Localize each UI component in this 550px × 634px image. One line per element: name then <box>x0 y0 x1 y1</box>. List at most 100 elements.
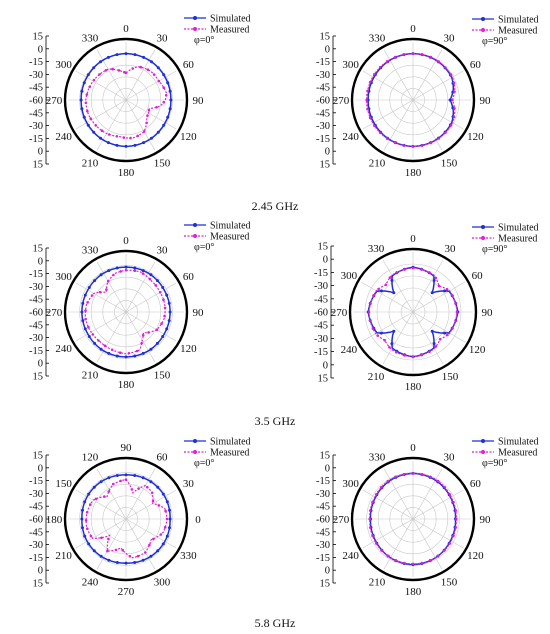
radial-tick-label: 0 <box>325 566 330 577</box>
measured-point <box>369 302 372 305</box>
measured-point <box>91 333 95 336</box>
measured-point <box>385 137 389 140</box>
measured-point <box>89 503 92 506</box>
simulated-point <box>156 130 160 134</box>
radial-tick-label: -45 <box>316 527 330 538</box>
measured-point <box>444 131 447 134</box>
measured-point <box>453 107 456 110</box>
angle-tick-label: 30 <box>444 452 456 464</box>
measured-point <box>393 55 397 59</box>
measured-point <box>86 301 89 304</box>
measured-point <box>368 116 372 120</box>
measured-point <box>85 93 89 96</box>
measured-point <box>105 288 108 291</box>
simulated-point <box>149 347 153 351</box>
grid-spoke <box>75 518 127 549</box>
radial-tick-label: -15 <box>316 134 330 145</box>
grid-spoke <box>412 49 443 101</box>
simulated-point <box>92 549 96 553</box>
angle-tick-label: 330 <box>369 33 386 45</box>
grid-spoke <box>412 468 443 520</box>
measured-point <box>371 534 374 538</box>
outer-ring <box>348 247 478 377</box>
radial-tick-label: 0 <box>325 463 330 474</box>
simulated-point <box>155 341 159 345</box>
simulated-point <box>165 534 169 538</box>
angle-tick-label: 120 <box>469 344 486 356</box>
measured-point <box>446 333 449 337</box>
simulated-point <box>81 526 84 530</box>
simulated-point <box>99 480 103 484</box>
phi-annotation: φ=0° <box>194 242 214 253</box>
simulated-point <box>448 98 452 102</box>
radial-tick-label: 15 <box>320 160 331 171</box>
grid-spoke <box>125 468 156 520</box>
simulated-point <box>149 273 153 277</box>
measured-point <box>437 284 441 288</box>
legend-label: Simulated <box>210 437 251 448</box>
angle-tick-label: 180 <box>405 167 422 179</box>
measured-point <box>454 509 458 512</box>
angle-tick-label: 210 <box>369 157 386 169</box>
measured-point <box>443 486 447 489</box>
measured-point <box>365 98 368 102</box>
radial-tick-label: 0 <box>38 566 43 577</box>
measured-point <box>437 137 441 140</box>
measured-point <box>378 131 382 135</box>
measured-point <box>111 67 114 71</box>
simulated-point <box>167 301 171 305</box>
angle-tick-label: 60 <box>472 270 484 282</box>
simulated-point <box>150 60 153 64</box>
simulated-point <box>99 554 103 558</box>
measured-point <box>411 266 415 270</box>
angle-tick-label: 270 <box>46 307 63 319</box>
phi-annotation: φ=0° <box>194 35 214 46</box>
frequency-label-2-45ghz: 2.45 GHz <box>251 199 299 213</box>
measured-point <box>155 328 159 332</box>
angle-tick-label: 240 <box>341 344 358 356</box>
simulated-point <box>168 517 172 521</box>
grid-spoke <box>75 282 127 313</box>
grid-spoke <box>383 99 414 151</box>
simulated-point <box>115 354 119 358</box>
grid-spoke <box>412 518 443 570</box>
measured-point <box>451 294 454 297</box>
measured-point <box>128 554 132 558</box>
radial-tick-label: -15 <box>314 347 328 358</box>
grid-spoke <box>125 518 156 570</box>
measured-point <box>371 500 374 504</box>
simulated-point <box>133 53 137 57</box>
radial-tick-label: -45 <box>316 83 330 94</box>
measured-point <box>145 121 148 125</box>
measured-point <box>136 554 140 558</box>
legend-marker <box>481 225 485 229</box>
simulated-point <box>79 98 83 102</box>
legend-marker <box>481 439 485 443</box>
simulated-point <box>115 143 119 147</box>
measured-point <box>376 334 380 337</box>
measured-point <box>100 129 104 132</box>
angle-tick-label: 210 <box>82 369 99 381</box>
measured-point <box>119 351 122 355</box>
angle-tick-label: 270 <box>333 514 350 526</box>
simulated-point <box>87 492 91 496</box>
radial-tick-label: -30 <box>29 121 43 132</box>
simulated-point <box>80 89 84 93</box>
angle-tick-label: 180 <box>405 586 422 598</box>
angle-tick-label: 90 <box>121 442 133 454</box>
simulated-point <box>165 327 169 331</box>
radial-tick-label: -60 <box>314 308 328 319</box>
measured-point <box>146 114 149 117</box>
simulated-point <box>124 473 128 477</box>
grid-spoke <box>362 489 414 520</box>
angle-tick-label: 150 <box>154 369 171 381</box>
measured-point <box>403 354 406 357</box>
measured-point <box>165 517 169 521</box>
grid-spoke <box>125 518 177 549</box>
simulated-point <box>161 335 165 338</box>
measured-point <box>157 79 161 83</box>
measured-point <box>411 145 415 148</box>
